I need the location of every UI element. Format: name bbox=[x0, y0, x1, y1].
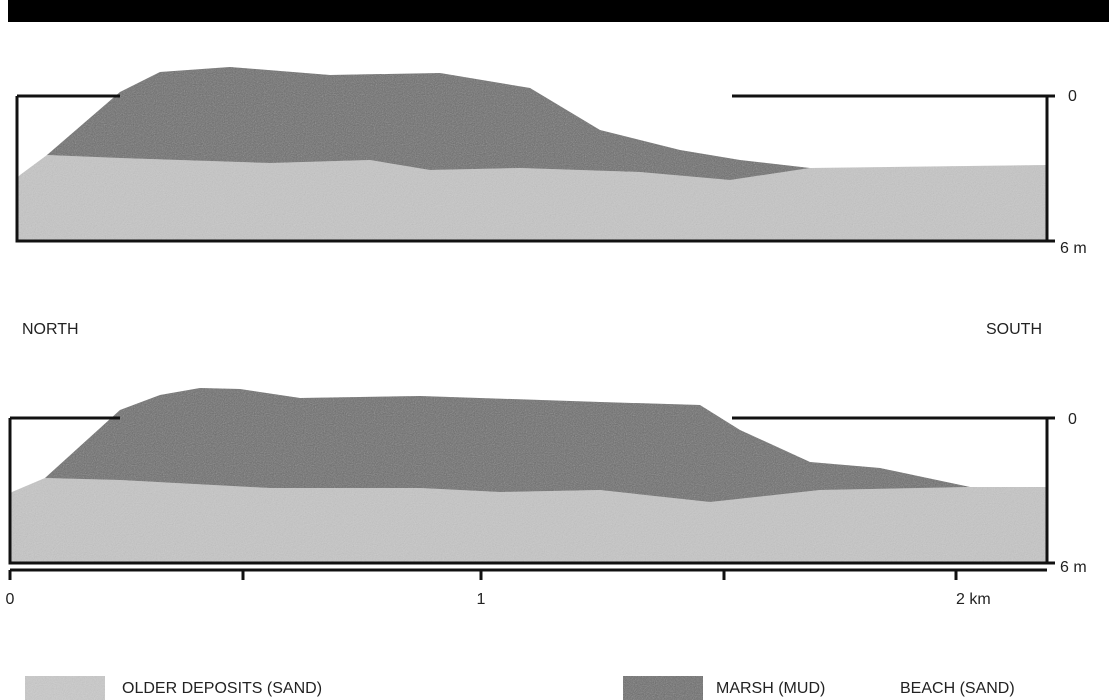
lower-section: 0 6 m bbox=[10, 388, 1087, 576]
distance-label: 2 km bbox=[956, 591, 991, 608]
upper-section: 0 6 m bbox=[17, 67, 1087, 257]
distance-axis bbox=[10, 570, 1047, 580]
depth-label: 0 bbox=[1068, 88, 1077, 105]
header-bar bbox=[8, 0, 1109, 22]
depth-label: 6 m bbox=[1060, 559, 1087, 576]
distance-label: 1 bbox=[477, 591, 486, 608]
depth-label: 0 bbox=[1068, 411, 1077, 428]
south-label: SOUTH bbox=[986, 321, 1042, 338]
legend-swatch bbox=[623, 676, 703, 700]
depth-label: 6 m bbox=[1060, 240, 1087, 257]
legend-label: OLDER DEPOSITS (SAND) bbox=[122, 680, 322, 697]
distance-label: 0 bbox=[6, 591, 15, 608]
legend-label: MARSH (MUD) bbox=[716, 680, 825, 697]
north-label: NORTH bbox=[22, 321, 79, 338]
legend-swatch bbox=[25, 676, 105, 700]
cross-section-diagram: 0 6 m NORTH SOUTH 0 6 m 0 1 2 km OLDER D… bbox=[0, 0, 1109, 700]
legend-label: BEACH (SAND) bbox=[900, 680, 1015, 697]
